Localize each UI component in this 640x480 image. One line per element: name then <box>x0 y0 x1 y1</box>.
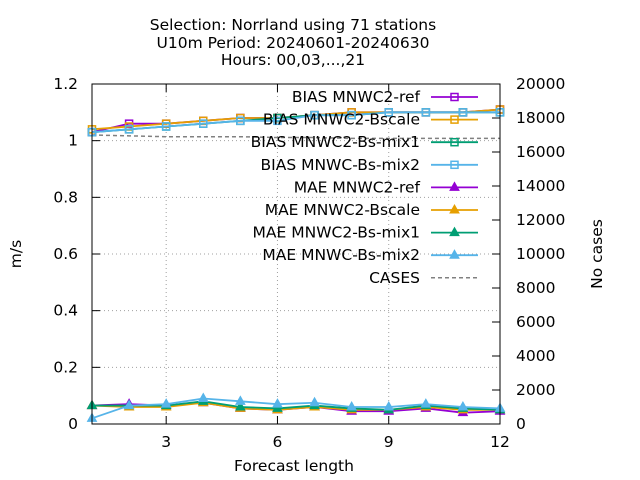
y-tick-label: 1.2 <box>53 75 78 93</box>
legend-label: BIAS MNWC2-Bscale <box>263 111 420 129</box>
y2-tick-label: 0 <box>516 415 526 433</box>
y-tick-label: 1 <box>68 132 78 150</box>
plot-frame <box>91 83 501 425</box>
y2-axis-label: No cases <box>588 219 606 289</box>
legend-marker <box>449 249 460 259</box>
data-point <box>347 110 356 120</box>
data-point <box>273 116 282 126</box>
legend-entry: CASES <box>369 269 478 287</box>
y-tick-label: 0.8 <box>53 188 78 206</box>
series-line <box>91 111 500 134</box>
legend-label: MAE MNWC2-Bscale <box>265 201 420 219</box>
axis-ticks: 0 0.2 0.4 0.6 0.8 1 1.2 0 2000 4000 6000 8000 10000 1… <box>53 75 565 451</box>
data-point <box>346 400 357 411</box>
data-point <box>420 398 432 408</box>
data-point <box>236 116 245 126</box>
legend: BIAS MNWC2-ref BIAS MNWC2-Bscale BIAS MNWC… <box>251 88 478 287</box>
grid <box>92 84 500 424</box>
legend-marker <box>450 137 459 147</box>
data-point <box>458 108 468 117</box>
series-line <box>91 134 500 140</box>
y2-tick-label: 16000 <box>516 143 565 161</box>
y-axis-label: m/s <box>7 240 25 268</box>
y2-tick-label: 18000 <box>516 109 565 127</box>
data-point <box>272 398 283 408</box>
y2-tick-label: 6000 <box>516 313 555 331</box>
legend-label: CASES <box>369 269 420 287</box>
legend-marker <box>450 115 459 124</box>
legend-marker <box>449 181 460 191</box>
data-point <box>199 119 208 128</box>
y2-tick-label: 14000 <box>516 177 565 195</box>
x-tick-label: 9 <box>384 433 394 451</box>
series-line <box>92 400 501 411</box>
chart-title-line-1: Selection: Norrland using 71 stations <box>150 16 436 34</box>
y-tick-label: 0.2 <box>53 358 78 376</box>
legend-marker <box>449 226 460 237</box>
data-point <box>309 396 320 407</box>
data-point <box>457 400 469 411</box>
legend-label: BIAS MNWC-Bs-mix2 <box>261 156 420 174</box>
y-tick-label: 0 <box>68 415 78 433</box>
series-line <box>91 401 500 411</box>
series-cases <box>91 134 500 140</box>
legend-entry: MAE MNWC2-ref <box>294 178 478 196</box>
y2-tick-label: 2000 <box>516 381 555 399</box>
y2-tick-label: 4000 <box>516 347 555 365</box>
x-tick-label: 6 <box>273 433 283 451</box>
legend-entry: BIAS MNWC2-Bscale <box>263 111 478 129</box>
chart-title-line-2: U10m Period: 20240601-20240630 <box>157 34 430 52</box>
data-point <box>310 110 319 120</box>
legend-label: MAE MNWC2-Bs-mix1 <box>253 224 420 242</box>
data-point <box>235 400 246 411</box>
series-line <box>91 397 501 420</box>
data-point <box>124 125 134 134</box>
data-point <box>421 108 431 117</box>
series-mae-mnwc-bs-mix2 <box>86 392 506 422</box>
data-point <box>197 392 209 402</box>
data-point <box>123 399 135 410</box>
data-point <box>161 122 171 131</box>
x-tick-label: 3 <box>161 433 171 451</box>
legend-entry: BIAS MNWC2-Bs-mix1 <box>251 133 478 151</box>
data-point <box>235 395 246 405</box>
y2-tick-label: 12000 <box>516 211 565 229</box>
x-axis-label: Forecast length <box>234 457 354 475</box>
legend-marker <box>450 160 459 170</box>
data-point <box>384 108 393 117</box>
y2-tick-label: 10000 <box>516 245 565 263</box>
y2-tick-label: 8000 <box>516 279 555 297</box>
data-point <box>160 398 172 408</box>
legend-entry: MAE MNWC2-Bscale <box>265 201 478 219</box>
legend-label: MAE MNWC2-ref <box>294 178 421 196</box>
y2-tick-label: 20000 <box>516 75 565 93</box>
legend-entry: MAE MNWC2-Bs-mix1 <box>253 224 478 242</box>
legend-marker <box>449 203 460 214</box>
chart-title-line-3: Hours: 00,03,...,21 <box>221 51 365 69</box>
legend-entry: MAE MNWC-Bs-mix2 <box>262 246 478 264</box>
legend-label: MAE MNWC-Bs-mix2 <box>262 246 420 264</box>
data-point <box>383 400 395 411</box>
y-tick-label: 0.6 <box>53 245 78 263</box>
legend-label: BIAS MNWC2-Bs-mix1 <box>251 133 420 151</box>
legend-label: BIAS MNWC2-ref <box>292 88 421 106</box>
legend-marker <box>450 92 459 102</box>
series-bias-mnwc-bs-mix2 <box>87 108 505 137</box>
x-tick-label: 12 <box>490 433 510 451</box>
y-tick-label: 0.4 <box>53 302 78 320</box>
series-layer <box>86 105 506 422</box>
legend-entry: BIAS MNWC2-ref <box>292 88 478 106</box>
legend-entry: BIAS MNWC-Bs-mix2 <box>261 156 478 174</box>
